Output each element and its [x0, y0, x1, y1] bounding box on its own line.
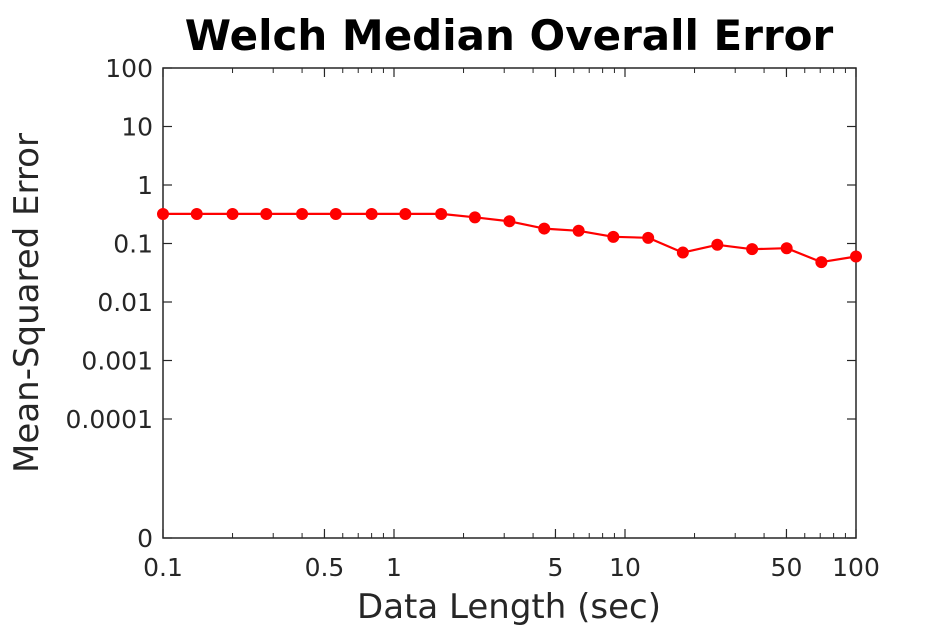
y-tick-label: 0.01 — [97, 288, 153, 317]
data-point — [226, 207, 239, 220]
data-point — [780, 242, 793, 255]
series-layer — [157, 207, 862, 269]
data-point — [572, 224, 585, 237]
data-point — [850, 250, 862, 263]
data-point — [746, 243, 759, 256]
data-point — [260, 207, 273, 220]
data-point — [435, 207, 448, 220]
data-point — [190, 207, 203, 220]
y-tick-label: 10 — [121, 113, 153, 142]
axis-tick-labels: 0.1 0.5 1 5 10 50 100 0 0.0001 0.001 0.01 0.1 1 10 100 — [66, 54, 880, 582]
x-tick-label: 50 — [771, 553, 803, 582]
data-point — [503, 215, 516, 228]
y-axis-label: Mean-Squared Error — [7, 133, 47, 473]
data-point — [399, 207, 412, 220]
chart-title: Welch Median Overall Error — [185, 11, 834, 60]
x-tick-label: 1 — [386, 553, 402, 582]
data-point — [468, 211, 481, 224]
x-tick-label: 100 — [832, 553, 880, 582]
data-point — [296, 207, 309, 220]
data-point — [329, 207, 342, 220]
y-tick-label: 100 — [105, 54, 153, 83]
data-point — [365, 207, 378, 220]
x-tick-label: 10 — [609, 553, 641, 582]
data-point — [676, 246, 689, 259]
x-axis-label: Data Length (sec) — [357, 587, 661, 627]
y-tick-label: 0 — [137, 524, 153, 553]
data-point — [157, 207, 169, 220]
y-tick-label: 0.001 — [81, 347, 153, 376]
y-tick-label: 0.0001 — [66, 405, 153, 434]
x-tick-label: 0.5 — [305, 553, 345, 582]
x-tick-label: 0.1 — [143, 553, 183, 582]
plot-area — [163, 68, 856, 538]
y-tick-label: 0.1 — [113, 230, 153, 259]
data-point — [538, 222, 551, 235]
data-point — [815, 256, 828, 269]
data-point — [711, 238, 724, 251]
y-tick-label: 1 — [137, 171, 153, 200]
plot-frame — [162, 67, 857, 539]
data-point — [607, 230, 620, 243]
data-point — [642, 231, 655, 244]
x-tick-label: 5 — [548, 553, 564, 582]
